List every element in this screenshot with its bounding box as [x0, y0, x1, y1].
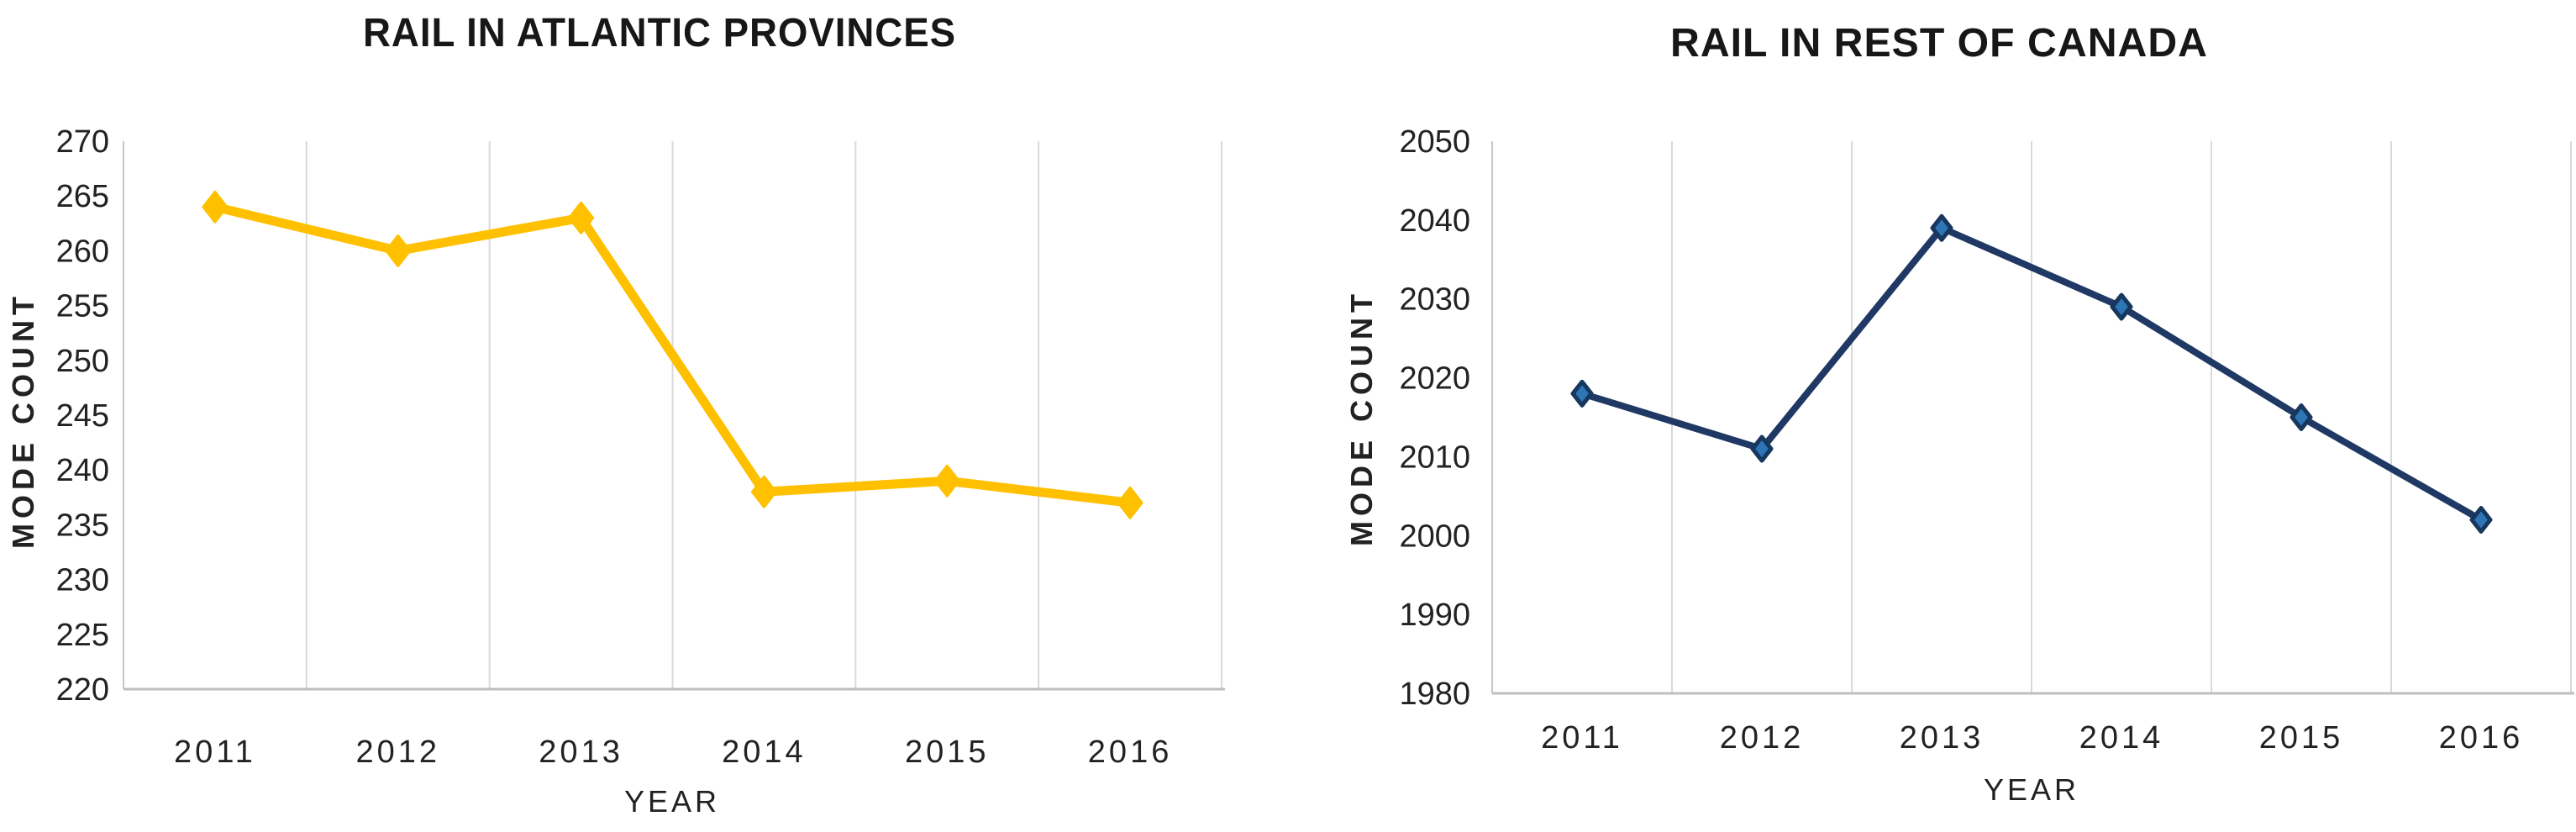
data-point-marker: [202, 190, 229, 224]
data-point-marker: [385, 234, 412, 267]
y-tick-label: 1990: [1399, 598, 1470, 633]
data-point-marker: [1930, 213, 1953, 242]
y-axis-tick-labels: 220 225 230 235 240 245 250 255 260 265 270: [56, 124, 109, 708]
y-tick-label: 250: [56, 344, 109, 379]
y-tick-label: 220: [56, 672, 109, 708]
data-point-markers: [1570, 213, 2493, 534]
x-axis-title: YEAR: [1984, 772, 2079, 807]
data-point-marker: [568, 201, 595, 234]
x-tick-label: 2012: [1720, 720, 1805, 756]
y-tick-label: 230: [56, 563, 109, 598]
series-line: [210, 202, 1135, 508]
x-tick-label: 2016: [1088, 735, 1173, 770]
x-tick-label: 2015: [2259, 720, 2344, 756]
y-tick-label: 265: [56, 179, 109, 214]
x-axis-title: YEAR: [624, 784, 720, 819]
chart-rail-rest-of-canada-svg: RAIL IN REST OF CANADA MODE COUNT YEAR 1…: [1344, 21, 2574, 807]
y-axis-tick-labels: 1980 1990 2000 2010 2020 2030 2040 2050: [1399, 124, 1470, 712]
y-tick-label: 2010: [1399, 440, 1470, 475]
x-axis-tick-labels: 2011 2012 2013 2014 2015 2016: [1541, 720, 2524, 756]
y-axis-title: MODE COUNT: [1344, 289, 1379, 546]
series-line: [1579, 224, 2484, 524]
x-tick-label: 2012: [355, 735, 440, 770]
y-tick-label: 260: [56, 234, 109, 269]
y-tick-label: 225: [56, 618, 109, 653]
y-tick-label: 235: [56, 508, 109, 543]
data-point-marker: [750, 475, 777, 508]
y-tick-label: 2040: [1399, 203, 1470, 239]
y-axis-title: MODE COUNT: [6, 292, 40, 549]
x-tick-label: 2011: [174, 735, 256, 770]
data-point-marker: [2110, 292, 2133, 321]
data-point-markers: [202, 190, 1143, 519]
y-tick-label: 270: [56, 124, 109, 160]
y-tick-label: 1980: [1399, 677, 1470, 712]
chart-title: RAIL IN ATLANTIC PROVINCES: [363, 11, 956, 55]
axis-lines: [1491, 141, 2574, 695]
y-tick-label: 2030: [1399, 282, 1470, 318]
y-tick-label: 240: [56, 453, 109, 488]
data-point-marker: [2289, 403, 2313, 431]
chart-rail-rest-of-canada: RAIL IN REST OF CANADA MODE COUNT YEAR 1…: [1288, 0, 2576, 832]
y-tick-label: 2050: [1399, 124, 1470, 160]
data-point-marker: [2469, 506, 2493, 534]
x-tick-label: 2011: [1541, 720, 1623, 756]
data-point-marker: [1117, 486, 1143, 519]
x-axis-tick-labels: 2011 2012 2013 2014 2015 2016: [174, 735, 1173, 770]
gridlines: [305, 141, 1222, 689]
x-tick-label: 2014: [722, 735, 807, 770]
x-tick-label: 2013: [539, 735, 623, 770]
x-tick-label: 2016: [2439, 720, 2524, 756]
x-tick-label: 2014: [2079, 720, 2164, 756]
chart-rail-atlantic-provinces-svg: RAIL IN ATLANTIC PROVINCES MODE COUNT YE…: [6, 11, 1225, 819]
y-tick-label: 2020: [1399, 361, 1470, 397]
x-tick-label: 2013: [1900, 720, 1985, 756]
x-tick-label: 2015: [905, 735, 990, 770]
data-point-marker: [1570, 379, 1594, 408]
chart-title: RAIL IN REST OF CANADA: [1670, 21, 2208, 66]
data-point-marker: [1750, 434, 1774, 463]
axis-lines: [123, 141, 1225, 691]
y-tick-label: 2000: [1399, 519, 1470, 554]
y-tick-label: 245: [56, 398, 109, 434]
chart-rail-atlantic-provinces: RAIL IN ATLANTIC PROVINCES MODE COUNT YE…: [6, 11, 1225, 819]
y-tick-label: 255: [56, 289, 109, 324]
gridlines: [1671, 141, 2572, 693]
data-point-marker: [933, 464, 960, 498]
